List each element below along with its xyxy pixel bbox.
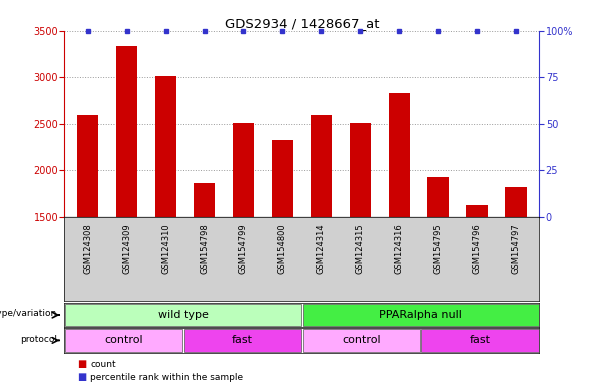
Text: GSM124309: GSM124309 <box>122 224 131 274</box>
Text: GSM154798: GSM154798 <box>200 224 209 275</box>
Text: GSM154797: GSM154797 <box>512 224 520 275</box>
Bar <box>155 76 177 357</box>
Bar <box>184 329 301 351</box>
Title: GDS2934 / 1428667_at: GDS2934 / 1428667_at <box>224 17 379 30</box>
Text: GSM124310: GSM124310 <box>161 224 170 274</box>
Bar <box>65 329 182 351</box>
Bar <box>466 205 488 357</box>
Bar <box>505 187 527 357</box>
Text: wild type: wild type <box>158 310 208 320</box>
Text: PPARalpha null: PPARalpha null <box>379 310 462 320</box>
Text: fast: fast <box>470 335 490 346</box>
Text: percentile rank within the sample: percentile rank within the sample <box>90 372 243 382</box>
Text: GSM154795: GSM154795 <box>433 224 443 274</box>
Text: fast: fast <box>232 335 253 346</box>
Text: control: control <box>342 335 381 346</box>
Text: count: count <box>90 359 116 369</box>
Text: GSM154800: GSM154800 <box>278 224 287 274</box>
Text: GSM124308: GSM124308 <box>83 224 92 275</box>
Text: genotype/variation: genotype/variation <box>0 310 56 318</box>
Bar <box>233 123 254 357</box>
Bar <box>65 304 301 326</box>
Bar <box>311 114 332 357</box>
Bar <box>389 93 410 357</box>
Text: ■: ■ <box>77 359 86 369</box>
Bar <box>77 114 99 357</box>
Bar <box>427 177 449 357</box>
Bar <box>303 329 420 351</box>
Text: protocol: protocol <box>20 335 56 344</box>
Bar <box>116 46 137 357</box>
Text: GSM124316: GSM124316 <box>395 224 404 275</box>
Text: GSM154799: GSM154799 <box>239 224 248 274</box>
Bar <box>272 140 293 357</box>
Text: GSM154796: GSM154796 <box>473 224 482 275</box>
Text: ■: ■ <box>77 372 86 382</box>
Text: GSM124315: GSM124315 <box>356 224 365 274</box>
Bar <box>194 182 215 357</box>
Bar <box>303 304 539 326</box>
Text: GSM124314: GSM124314 <box>317 224 326 274</box>
Text: control: control <box>104 335 143 346</box>
Bar <box>422 329 539 351</box>
Bar <box>349 123 371 357</box>
